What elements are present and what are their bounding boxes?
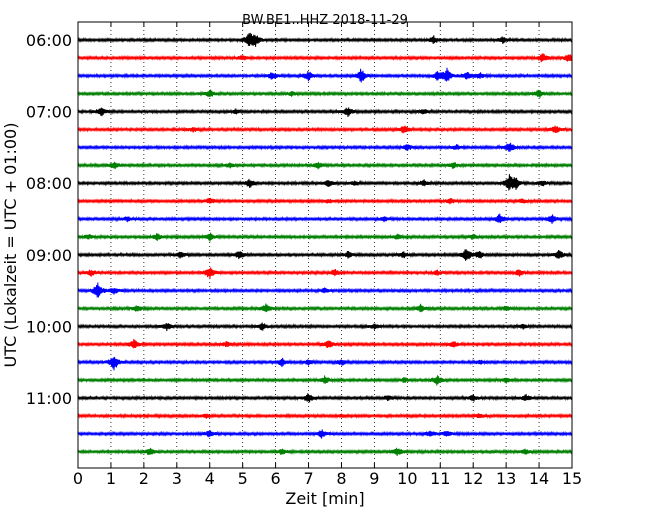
x-tick-label: 4 (205, 469, 215, 488)
chart-title: BW.BE1..HHZ 2018-11-29 (242, 13, 408, 28)
trace-line (77, 53, 573, 63)
trace-line (77, 197, 573, 205)
x-tick-label: 7 (303, 469, 313, 488)
x-tick-label: 12 (463, 469, 483, 488)
trace-line (77, 67, 573, 83)
trace-line (77, 174, 573, 191)
y-tick-label: 10:00 (26, 317, 72, 336)
x-tick-label: 5 (238, 469, 248, 488)
trace-group (77, 32, 573, 457)
x-axis-ticks: 0 1 2 3 4 5 6 7 8 9 10 11 12 13 14 15 (73, 22, 582, 488)
trace-line (77, 32, 573, 47)
x-tick-label: 8 (336, 469, 346, 488)
trace-line (77, 249, 573, 261)
x-tick-label: 9 (369, 469, 379, 488)
trace-line (77, 282, 573, 298)
x-axis-label: Zeit [min] (285, 489, 364, 508)
x-tick-label: 11 (430, 469, 450, 488)
x-tick-label: 15 (562, 469, 582, 488)
trace-line (77, 322, 573, 332)
trace-line (77, 338, 573, 349)
trace-line (77, 375, 573, 386)
trace-line (77, 142, 573, 152)
trace-line (77, 107, 573, 118)
y-tick-label: 07:00 (26, 103, 72, 122)
trace-line (77, 161, 573, 170)
trace-line (77, 213, 573, 224)
trace-line (77, 232, 573, 242)
x-tick-label: 1 (106, 469, 116, 488)
trace-line (77, 356, 573, 371)
y-tick-label: 08:00 (26, 174, 72, 193)
x-tick-label: 13 (496, 469, 516, 488)
trace-line (77, 393, 573, 403)
x-tick-label: 10 (397, 469, 417, 488)
x-tick-label: 2 (139, 469, 149, 488)
trace-line (77, 89, 573, 98)
y-axis-ticks: 06:00 07:00 08:00 09:00 10:00 11:00 (26, 31, 572, 408)
y-tick-label: 09:00 (26, 246, 72, 265)
trace-line (77, 429, 573, 439)
x-tick-label: 6 (271, 469, 281, 488)
trace-line (77, 125, 573, 134)
x-tick-label: 0 (73, 469, 83, 488)
plot-frame (77, 21, 573, 469)
x-tick-label: 14 (529, 469, 549, 488)
y-axis-label: UTC (Lokalzeit = UTC + 01:00) (1, 123, 20, 368)
trace-line (77, 267, 573, 279)
trace-line (77, 303, 573, 313)
x-tick-label: 3 (172, 469, 182, 488)
y-tick-label: 11:00 (26, 389, 72, 408)
y-tick-label: 06:00 (26, 31, 72, 50)
trace-line (77, 447, 573, 457)
vertical-grid (110, 22, 540, 468)
trace-line (77, 412, 573, 420)
